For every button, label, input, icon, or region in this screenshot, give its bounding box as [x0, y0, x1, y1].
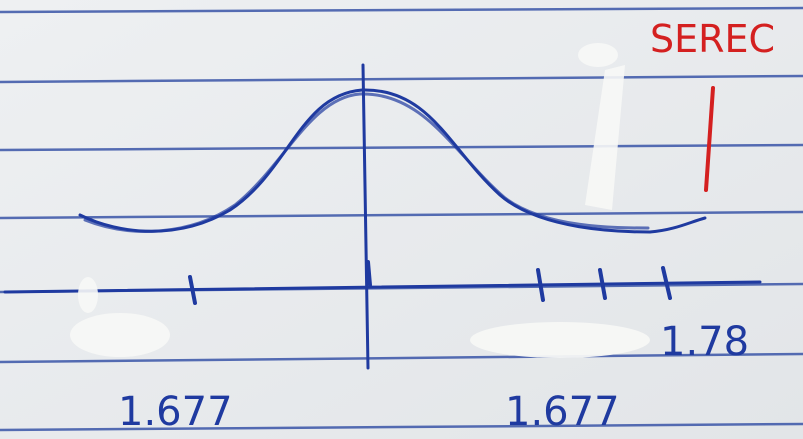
- red-label: SEREC: [650, 17, 775, 61]
- paper: [0, 0, 803, 439]
- page: {"note": {"red_label": "SEREC", "right_v…: [0, 0, 803, 439]
- right-bottom-value: 1.677: [505, 389, 620, 435]
- left-bottom-value: 1.677: [118, 389, 233, 435]
- right-value: 1.78: [660, 319, 749, 365]
- notebook-photo: SEREC 1.78 1.677 1.677: [0, 0, 803, 439]
